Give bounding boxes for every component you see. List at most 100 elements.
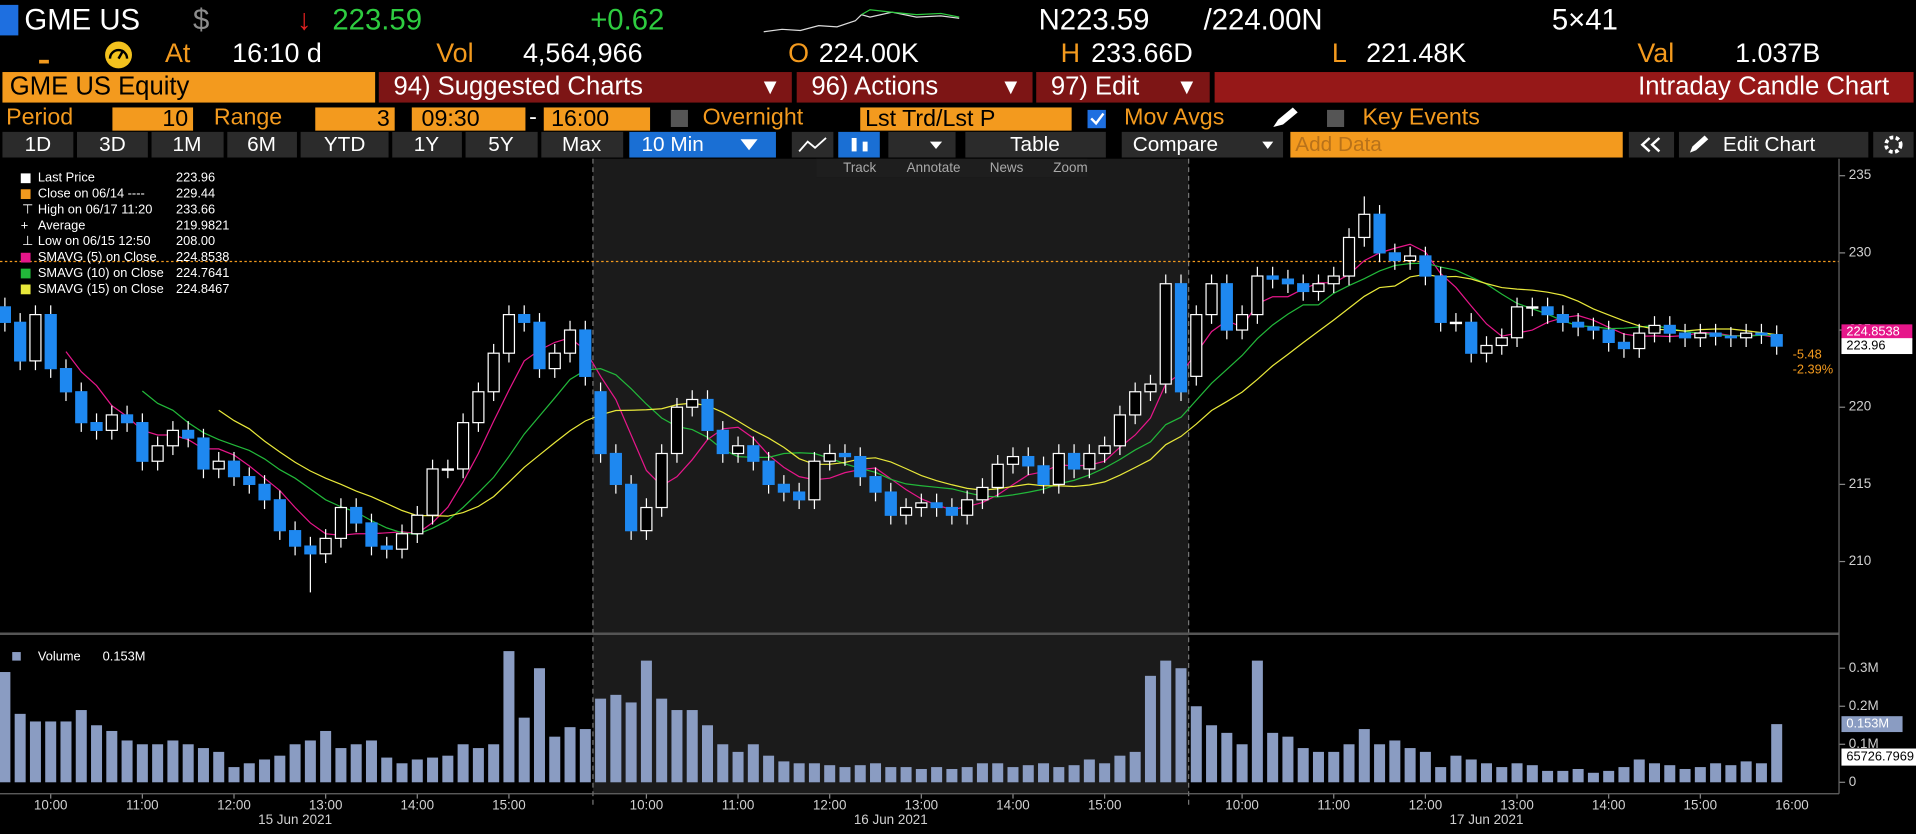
settings-button[interactable] (1873, 131, 1914, 158)
button[interactable] (76, 131, 148, 158)
volume-bar (167, 740, 179, 783)
menu-button[interactable] (378, 72, 792, 103)
menu-button[interactable] (1036, 72, 1210, 103)
range-button[interactable]: 5Y (488, 133, 514, 156)
legend-value: 208.00 (176, 233, 215, 248)
checkbox-checked[interactable] (1087, 109, 1106, 129)
candle-body (1312, 283, 1325, 293)
button[interactable] (300, 131, 389, 158)
menu-item[interactable]: 94) Suggested Charts (393, 73, 643, 101)
volume-bar (1175, 668, 1187, 783)
edit-chart-button[interactable] (1678, 131, 1869, 158)
tool[interactable]: Zoom (1053, 160, 1087, 175)
tool[interactable]: News (990, 160, 1024, 175)
ticker: GME US (24, 4, 140, 37)
volume-bar (1144, 675, 1156, 783)
candle-chart-button[interactable] (838, 131, 880, 158)
period[interactable]: 10 (162, 105, 188, 131)
candle-body (1572, 321, 1585, 328)
legend-name: Close on 06/14 ---- (38, 186, 145, 201)
volume-bar (564, 727, 576, 783)
range-button[interactable]: Max (562, 133, 602, 156)
range-button[interactable]: YTD (324, 133, 366, 156)
compare-button[interactable] (1121, 131, 1284, 158)
volume-bar (610, 694, 622, 783)
checkbox[interactable] (670, 109, 688, 127)
volume-bar (213, 751, 225, 783)
volume-bar (1694, 767, 1706, 783)
chart-type-dropdown[interactable] (888, 131, 956, 158)
last-price: 223.59 (332, 4, 422, 37)
legend-icon: + (21, 217, 28, 232)
candle-body (1083, 452, 1096, 470)
menu-button[interactable] (796, 72, 1033, 103)
volume-bar (1496, 767, 1508, 783)
volume-bar (1587, 772, 1599, 783)
input-box[interactable] (543, 107, 651, 131)
button[interactable] (392, 131, 462, 158)
add-data-placeholder[interactable]: Add Data (1295, 133, 1382, 156)
checkmark (1090, 112, 1105, 126)
candle-body (1266, 275, 1279, 280)
end-time[interactable]: 16:00 (551, 105, 609, 131)
input-box[interactable] (112, 107, 194, 131)
legend-name: Low on 06/15 12:50 (38, 233, 151, 248)
sparkline-today (861, 9, 960, 18)
interval[interactable]: 10 Min (642, 133, 704, 156)
menu-item[interactable]: 96) Actions (811, 73, 938, 101)
checkbox[interactable] (1327, 109, 1345, 127)
price-label-box (1841, 324, 1913, 341)
menu-item[interactable]: 97) Edit (1051, 73, 1139, 101)
x-tick-label: 10:00 (630, 797, 664, 812)
x-tick-label: 10:00 (34, 797, 68, 812)
volume-bar (808, 763, 820, 783)
button[interactable] (151, 131, 224, 158)
range-button[interactable]: 3D (99, 133, 126, 156)
volume-bar (931, 767, 943, 783)
input-box[interactable] (860, 107, 1072, 131)
edit-chart[interactable]: Edit Chart (1723, 133, 1816, 156)
button[interactable] (541, 131, 624, 158)
add-data-field[interactable] (1290, 131, 1623, 158)
input-box[interactable] (411, 107, 526, 131)
button[interactable] (465, 131, 538, 158)
candle-icon (862, 141, 868, 152)
volume-bar (1511, 763, 1523, 783)
volume-bar (1419, 751, 1431, 783)
legend-name: High on 06/17 11:20 (38, 201, 153, 216)
security[interactable]: GME US Equity (10, 73, 190, 101)
candle-body (136, 422, 149, 462)
range[interactable]: 3 (377, 105, 390, 131)
table-button[interactable] (965, 131, 1106, 158)
y-tick-label: 215 (1849, 476, 1871, 491)
compare[interactable]: Compare (1133, 133, 1218, 156)
security-box[interactable] (2, 72, 376, 103)
candle-body (1495, 337, 1508, 347)
dash: - (529, 104, 537, 130)
price-label-box (1841, 338, 1913, 355)
button[interactable] (2, 131, 74, 158)
open: 224.00K (819, 38, 919, 68)
candle-body (1709, 332, 1722, 337)
volume-bar (335, 748, 347, 783)
candle-body (793, 491, 806, 501)
input-box[interactable] (315, 107, 395, 131)
vol-label: Vol (436, 38, 473, 68)
tool[interactable]: Annotate (907, 160, 961, 175)
volume-bar (1206, 725, 1218, 783)
pencil-icon[interactable] (1273, 107, 1298, 127)
start-time[interactable]: 09:30 (422, 105, 480, 131)
x-tick-label: 15:00 (1088, 797, 1122, 812)
tool[interactable]: Track (843, 160, 876, 175)
price-field[interactable]: Lst Trd/Lst P (865, 105, 995, 131)
table[interactable]: Table (1010, 133, 1060, 156)
range-button[interactable]: 6M (247, 133, 276, 156)
range-button[interactable]: 1D (25, 133, 52, 156)
button[interactable] (227, 131, 297, 158)
y-tick-label: 220 (1849, 399, 1871, 414)
mov-avgs: Mov Avgs (1124, 104, 1224, 130)
candle-body (44, 313, 57, 370)
range-button[interactable]: 1M (173, 133, 202, 156)
range-button[interactable]: 1Y (414, 133, 440, 156)
volume-bar (243, 763, 255, 783)
